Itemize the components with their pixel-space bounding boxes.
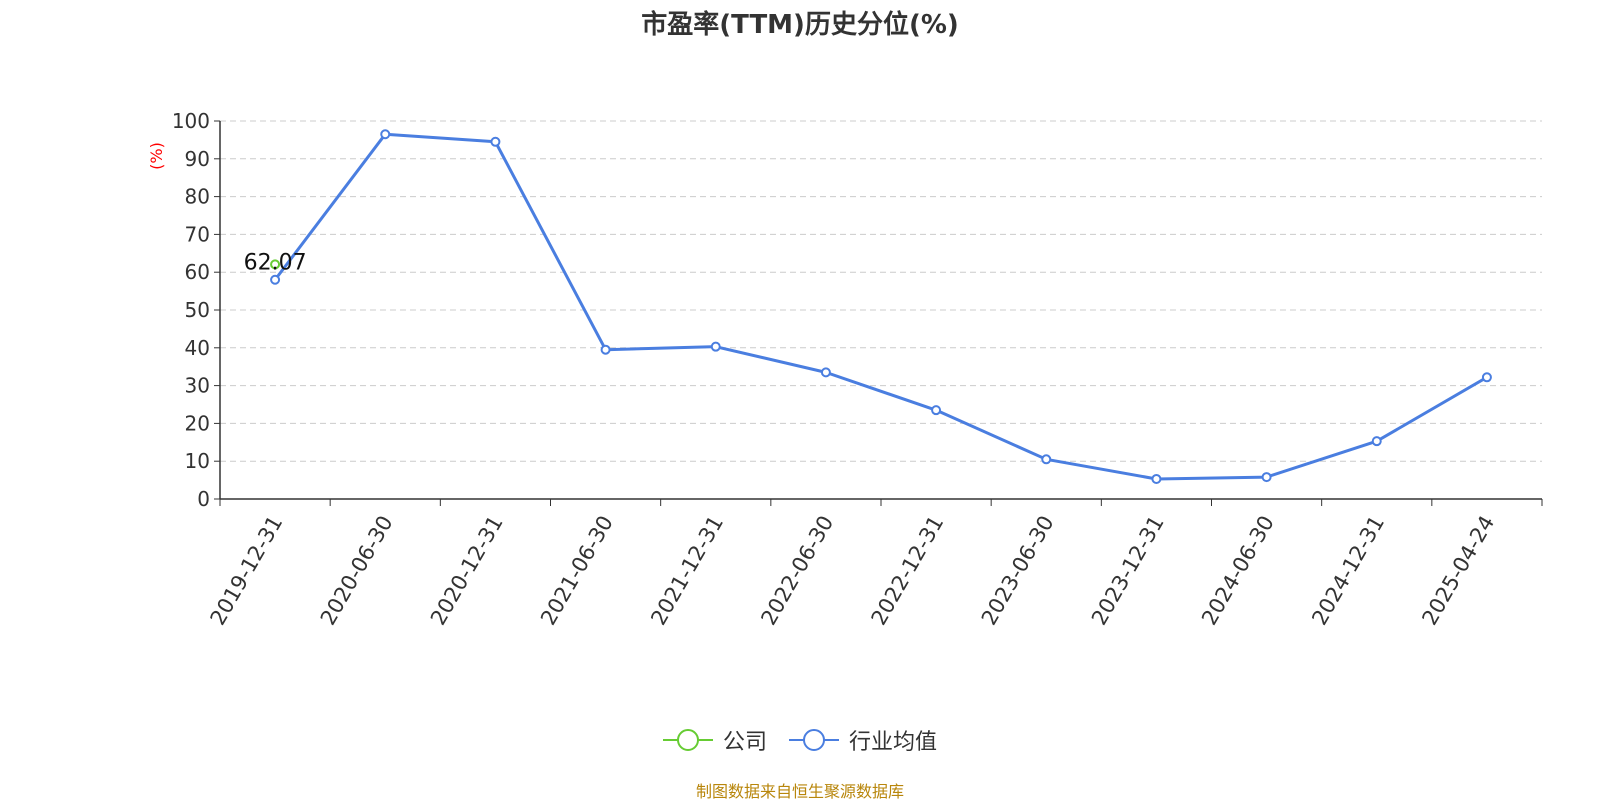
data-point — [380, 129, 391, 140]
x-tick-label: 2022-12-31 — [867, 512, 949, 630]
y-axis-label: (%) — [147, 142, 166, 170]
x-tick-label: 2023-06-30 — [977, 512, 1059, 630]
y-tick-label: 10 — [185, 449, 210, 473]
data-point — [600, 344, 611, 355]
legend: 公司 行业均值 — [0, 724, 1600, 756]
y-tick-label: 30 — [185, 374, 210, 398]
legend-marker-company — [662, 729, 713, 751]
data-point — [1371, 436, 1382, 447]
x-tick-label: 2025-04-24 — [1417, 512, 1499, 630]
data-point — [1151, 473, 1162, 484]
data-point — [710, 341, 721, 352]
y-tick-label: 70 — [185, 222, 210, 246]
y-tick-label: 100 — [172, 109, 210, 133]
x-tick-label: 2022-06-30 — [756, 512, 838, 630]
legend-item-company[interactable]: 公司 — [662, 724, 767, 756]
x-tick-label: 2019-12-31 — [206, 512, 288, 630]
x-tick-label: 2021-12-31 — [646, 512, 728, 630]
data-point — [1481, 372, 1492, 383]
y-tick-label: 0 — [197, 487, 210, 511]
y-tick-label: 90 — [185, 147, 210, 171]
legend-marker-industry-avg — [789, 729, 839, 751]
legend-label-company: 公司 — [722, 730, 767, 755]
data-point — [931, 405, 942, 416]
x-tick-label: 2021-06-30 — [536, 512, 618, 630]
data-point — [1261, 472, 1272, 483]
x-tick-label: 2020-06-30 — [316, 512, 398, 630]
series-line-1 — [273, 132, 1488, 481]
y-tick-label: 60 — [185, 260, 210, 284]
data-point — [270, 274, 281, 285]
data-point — [820, 367, 831, 378]
data-label: 62.07 — [244, 250, 307, 275]
y-tick-label: 50 — [185, 298, 210, 322]
legend-label-industry-avg: 行业均值 — [849, 730, 938, 755]
x-tick-label: 2020-12-31 — [426, 512, 508, 630]
data-point — [270, 259, 281, 270]
y-tick-label: 80 — [185, 185, 210, 209]
source-note: 制图数据来自恒生聚源数据库 — [695, 782, 904, 801]
x-tick-label: 2024-06-30 — [1197, 512, 1279, 630]
x-tick-label: 2024-12-31 — [1307, 512, 1389, 630]
x-tick-label: 2023-12-31 — [1087, 512, 1169, 630]
y-tick-label: 20 — [185, 411, 210, 435]
data-point — [1041, 454, 1052, 465]
data-point — [490, 136, 501, 147]
chart-title: 市盈率(TTM)历史分位(%) — [641, 10, 959, 40]
legend-item-industry-avg[interactable]: 行业均值 — [789, 724, 937, 756]
y-tick-label: 40 — [185, 336, 210, 360]
